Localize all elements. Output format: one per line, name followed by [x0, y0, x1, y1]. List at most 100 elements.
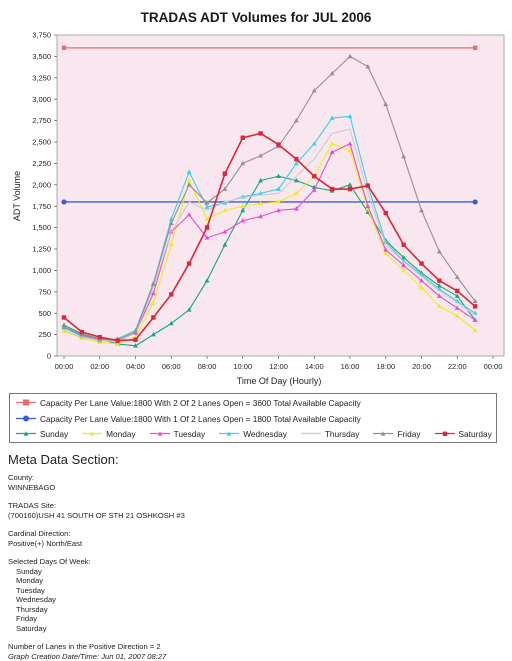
- legend-row-capacity-2: Capacity Per Lane Value:1800 With 2 Of 2…: [16, 396, 361, 409]
- county-value: WINNEBAGO: [8, 483, 498, 493]
- data-point: [241, 136, 245, 140]
- capacity-line-endpoint: [62, 46, 66, 50]
- capacity-line-endpoint: [473, 199, 478, 204]
- y-axis-label: ADT Volume: [12, 171, 22, 221]
- legend-swatch-tuesday: [150, 428, 170, 439]
- day-saturday: Saturday: [8, 624, 498, 634]
- data-point: [473, 304, 477, 308]
- legend-label: Thursday: [325, 429, 360, 439]
- direction-value: Positive(+) North/East: [8, 539, 498, 549]
- y-tick-label: 0: [47, 352, 51, 361]
- y-tick-label: 3,750: [32, 31, 51, 40]
- plot-area: [57, 35, 504, 356]
- capacity-line-endpoint: [473, 46, 477, 50]
- y-tick-label: 1,500: [32, 223, 51, 232]
- legend-item-monday: Monday: [82, 428, 136, 439]
- y-tick-label: 3,250: [32, 73, 51, 82]
- data-point: [437, 278, 441, 282]
- data-point: [258, 131, 262, 135]
- y-tick-label: 500: [38, 309, 51, 318]
- data-point: [151, 315, 155, 319]
- day-wednesday: Wednesday: [8, 595, 498, 605]
- x-tick-label: 06:00: [162, 362, 181, 371]
- legend-label: Wednesday: [243, 429, 287, 439]
- data-point: [223, 171, 227, 175]
- legend: Capacity Per Lane Value:1800 With 2 Of 2…: [9, 393, 497, 443]
- x-tick-label: 22:00: [448, 362, 467, 371]
- data-point: [312, 174, 316, 178]
- x-axis: 00:00 02:00 04:00 06:00 08:00 10:00 12:00 14:00…: [55, 356, 503, 371]
- x-tick-label: 16:00: [341, 362, 360, 371]
- x-tick-label: 14:00: [305, 362, 324, 371]
- capacity-1-lane-swatch: [16, 413, 36, 424]
- y-tick-label: 2,250: [32, 159, 51, 168]
- y-tick-label: 1,000: [32, 266, 51, 275]
- x-tick-label: 12:00: [269, 362, 288, 371]
- data-point: [401, 243, 405, 247]
- meta-heading: Meta Data Section:: [8, 452, 498, 467]
- days-label: Selected Days Of Week:: [8, 557, 498, 567]
- x-tick-label: 04:00: [126, 362, 145, 371]
- capacity-line-endpoint: [61, 199, 66, 204]
- legend-swatch-friday: [373, 428, 393, 439]
- data-point: [169, 292, 173, 296]
- data-point: [330, 187, 334, 191]
- x-tick-label: 02:00: [90, 362, 109, 371]
- legend-row-capacity-1: Capacity Per Lane Value:1800 With 1 Of 2…: [16, 412, 361, 425]
- data-point: [384, 211, 388, 215]
- y-tick-label: 1,750: [32, 202, 51, 211]
- y-tick-label: 750: [38, 287, 51, 296]
- legend-swatch-thursday: [301, 428, 321, 439]
- legend-item-thursday: Thursday: [301, 428, 360, 439]
- y-tick-label: 3,000: [32, 95, 51, 104]
- data-point: [348, 187, 352, 191]
- data-point: [62, 315, 66, 319]
- day-thursday: Thursday: [8, 605, 498, 615]
- y-tick-label: 2,750: [32, 116, 51, 125]
- legend-swatch-saturday: [435, 428, 455, 439]
- legend-label: Saturday: [459, 429, 492, 439]
- data-point: [366, 183, 370, 187]
- direction-label: Cardinal Direction:: [8, 529, 498, 539]
- data-point: [187, 261, 191, 265]
- legend-swatch-monday: [82, 428, 102, 439]
- y-tick-label: 250: [38, 330, 51, 339]
- legend-item-sunday: Sunday: [16, 428, 68, 439]
- data-point: [115, 338, 119, 342]
- legend-item-wednesday: Wednesday: [219, 428, 287, 439]
- x-tick-label: 08:00: [198, 362, 217, 371]
- x-tick-label: 10:00: [233, 362, 252, 371]
- data-point: [455, 289, 459, 293]
- legend-swatch-wednesday: [219, 428, 239, 439]
- capacity-2-lanes-swatch: [16, 397, 36, 408]
- legend-row-days: Sunday Monday Tuesday Wednesday Thursday Frid…: [16, 427, 506, 440]
- data-point: [419, 261, 423, 265]
- legend-swatch-sunday: [16, 428, 36, 439]
- capacity-2-lanes-label: Capacity Per Lane Value:1800 With 2 Of 2…: [40, 398, 361, 408]
- capacity-1-lane-label: Capacity Per Lane Value:1800 With 1 Of 2…: [40, 414, 361, 424]
- data-point: [294, 157, 298, 161]
- meta-data-section: Meta Data Section: County: WINNEBAGO TRA…: [8, 452, 498, 661]
- x-axis-label: Time Of Day (Hourly): [237, 376, 322, 386]
- day-monday: Monday: [8, 576, 498, 586]
- data-point: [98, 335, 102, 339]
- legend-label: Tuesday: [174, 429, 206, 439]
- legend-label: Friday: [397, 429, 420, 439]
- y-tick-label: 1,250: [32, 245, 51, 254]
- data-point: [133, 338, 137, 342]
- legend-label: Monday: [106, 429, 136, 439]
- legend-swatch-marker: [442, 432, 446, 436]
- x-tick-label: 00:00: [55, 362, 74, 371]
- day-sunday: Sunday: [8, 567, 498, 577]
- chart: TRADAS ADT Volumes for JUL 2006 0 250 500 7…: [0, 0, 512, 392]
- legend-label: Sunday: [40, 429, 68, 439]
- day-friday: Friday: [8, 614, 498, 624]
- y-tick-label: 3,500: [32, 52, 51, 61]
- legend-item-friday: Friday: [373, 428, 420, 439]
- x-tick-label: 00:00: [484, 362, 503, 371]
- lanes-line: Number of Lanes in the Positive Directio…: [8, 642, 498, 652]
- data-point: [80, 330, 84, 334]
- x-tick-label: 18:00: [376, 362, 395, 371]
- y-axis: 02505007501,0001,2501,5001,7502,0002,250…: [32, 31, 57, 361]
- chart-title: TRADAS ADT Volumes for JUL 2006: [141, 10, 372, 25]
